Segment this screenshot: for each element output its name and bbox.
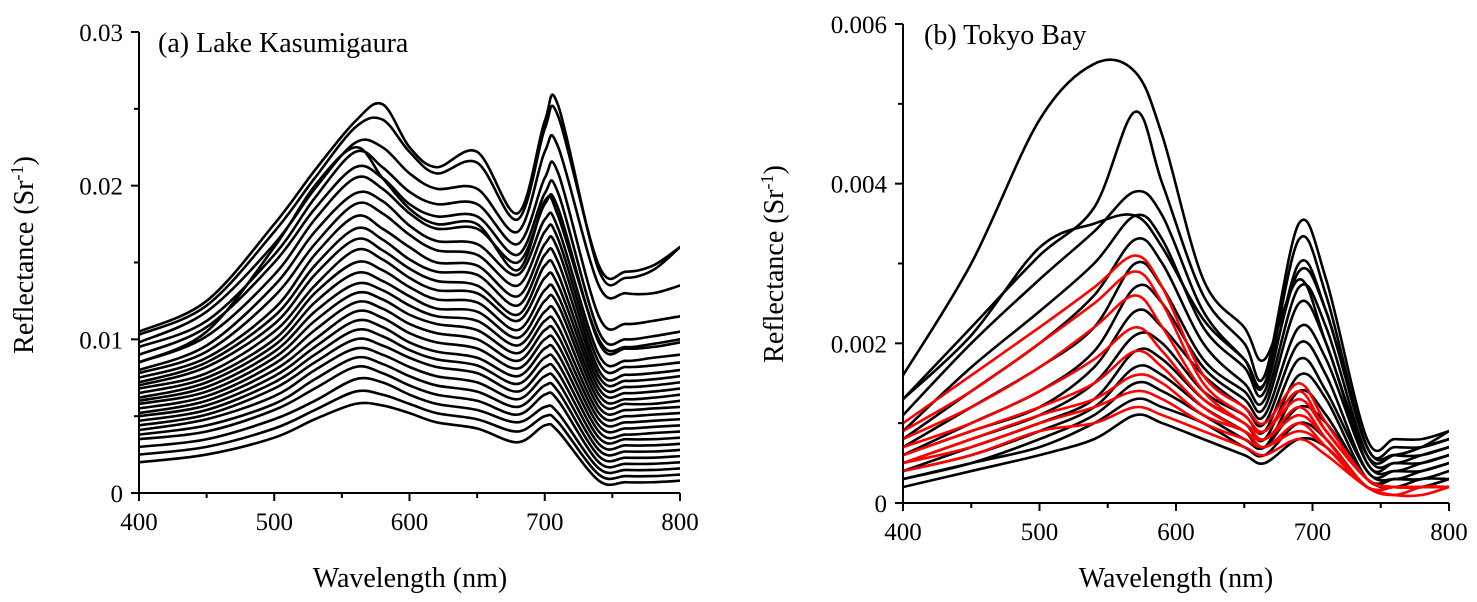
- y-tick-label: 0.03: [79, 20, 123, 47]
- series-line-a19: [139, 318, 680, 440]
- series-line-a5: [139, 164, 680, 356]
- series-line-a12: [139, 247, 680, 399]
- series-line-a11: [139, 237, 680, 394]
- series-line-a20: [139, 328, 680, 445]
- series-line-b15: [903, 213, 1449, 462]
- series-line-a15: [139, 281, 680, 417]
- series-line-b2: [903, 110, 1449, 453]
- series-line-a7: [139, 190, 680, 372]
- panel-lake-kasumigaura: 400 500 600 700 800 0 0.01 0.02 0.03 (a) Lake Kas…: [7, 20, 699, 594]
- series-line-b21: [903, 373, 1449, 492]
- series-line-a8: [139, 201, 680, 375]
- x-tick-label: 400: [884, 519, 922, 546]
- y-tick-label: 0.002: [831, 331, 887, 358]
- panel-tokyo-bay: 400 500 600 700 800 0 0.002 0.004 0.006 (b) Tokyo…: [757, 12, 1468, 594]
- series-line-b1: [903, 58, 1449, 465]
- y-axis-title: Reflectance (Sr-1): [7, 156, 40, 354]
- series-line-a18: [139, 309, 680, 434]
- series-line-a14: [139, 271, 680, 411]
- y-tick-label: 0.02: [79, 174, 123, 201]
- x-tick-label: 500: [1021, 519, 1059, 546]
- series-line-a27: [139, 401, 680, 487]
- panel-title: (b) Tokyo Bay: [924, 20, 1086, 51]
- series-line-a10: [139, 226, 680, 388]
- series-line-a6: [139, 175, 680, 364]
- series-line-a13: [139, 260, 680, 405]
- x-tick-label: 800: [661, 509, 699, 536]
- series-line-a4: [139, 149, 680, 349]
- x-tick-label: 700: [526, 509, 564, 536]
- x-tick-label: 500: [256, 509, 294, 536]
- y-axis-title-main: Reflectance (Sr: [9, 180, 40, 354]
- y-axis-title-close: ): [759, 165, 790, 174]
- series-line-a16: [139, 290, 680, 422]
- series-line-b23: [903, 405, 1449, 498]
- series-line-a22: [139, 346, 680, 457]
- y-tick-label: 0: [111, 481, 124, 508]
- x-tick-label: 600: [1157, 519, 1195, 546]
- series-line-a2: [139, 104, 680, 337]
- series-line-a9: [139, 214, 680, 382]
- series-group: [903, 58, 1449, 498]
- x-tick-label: 700: [1294, 519, 1332, 546]
- panel-title: (a) Lake Kasumigaura: [158, 28, 409, 59]
- series-line-a23: [139, 355, 680, 463]
- y-tick-label: 0.01: [79, 327, 123, 354]
- series-line-a1: [139, 93, 680, 333]
- series-group: [139, 93, 680, 487]
- series-line-b4: [903, 213, 1449, 462]
- x-axis-title: Wavelength (nm): [313, 563, 507, 594]
- y-axis-title-superscript: -1: [7, 165, 27, 180]
- series-line-a25: [139, 376, 680, 475]
- series-line-b19: [903, 326, 1449, 492]
- series-line-a21: [139, 337, 680, 451]
- y-axis-title-superscript: -1: [757, 174, 777, 189]
- y-tick-label: 0.006: [831, 12, 887, 39]
- y-axis-title: Reflectance (Sr-1): [757, 165, 790, 363]
- x-tick-label: 600: [391, 509, 429, 536]
- series-line-a17: [139, 300, 680, 428]
- x-tick-label: 400: [120, 509, 158, 536]
- series-line-a28: [139, 145, 680, 364]
- series-line-a24: [139, 365, 680, 469]
- x-axis-title: Wavelength (nm): [1079, 563, 1273, 594]
- series-line-a26: [139, 389, 680, 481]
- y-tick-label: 0: [875, 491, 888, 518]
- y-axis-title-close: ): [9, 156, 40, 165]
- x-tick-label: 800: [1430, 519, 1468, 546]
- y-axis-title-main: Reflectance (Sr: [759, 189, 790, 363]
- y-tick-label: 0.004: [831, 172, 888, 199]
